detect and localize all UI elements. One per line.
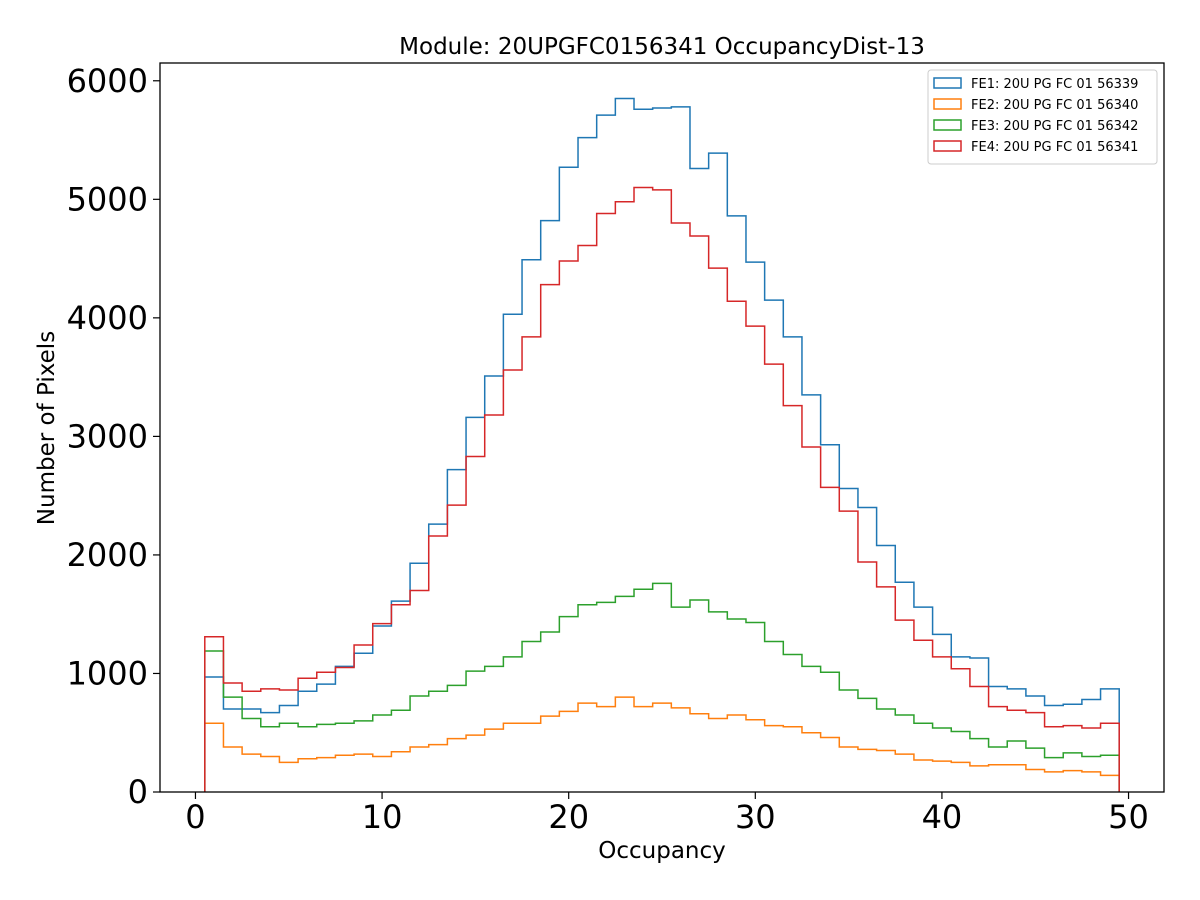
legend-box — [927, 69, 1158, 165]
series-line-fe4 — [204, 186, 1120, 792]
x-tick-label: 30 — [735, 798, 776, 836]
y-axis-label: Number of Pixels — [34, 331, 60, 525]
legend-label: FE1: 20U PG FC 01 56339 — [971, 77, 1138, 92]
y-axis: 0 1000 2000 3000 4000 5000 6000 — [67, 62, 160, 811]
y-tick-label: 3000 — [67, 417, 148, 455]
y-tick-label: 0 — [128, 773, 148, 811]
y-tick-label: 5000 — [67, 180, 148, 218]
plot-frame — [159, 62, 1165, 793]
legend: FE1: 20U PG FC 01 56339 FE2: 20U PG FC 01… — [927, 69, 1158, 165]
x-tick-label: 0 — [185, 798, 205, 836]
x-tick-label: 20 — [548, 798, 589, 836]
legend-swatch — [933, 140, 962, 152]
chart-title: Module: 20UPGFC0156341 OccupancyDist-13 — [399, 34, 925, 60]
x-axis-label: Occupancy — [598, 838, 726, 864]
legend-swatch — [933, 119, 962, 131]
y-tick-label: 1000 — [67, 654, 148, 692]
series-line-fe1 — [204, 97, 1120, 792]
legend-swatch — [933, 98, 962, 110]
series-line-fe3 — [204, 582, 1120, 792]
legend-label: FE2: 20U PG FC 01 56340 — [971, 98, 1138, 113]
legend-swatch — [933, 77, 962, 89]
x-tick-label: 50 — [1108, 798, 1149, 836]
x-axis: 0 10 20 30 40 50 — [185, 792, 1149, 836]
legend-label: FE3: 20U PG FC 01 56342 — [971, 119, 1138, 134]
y-tick-label: 2000 — [67, 536, 148, 574]
y-tick-label: 4000 — [67, 299, 148, 337]
x-tick-label: 40 — [922, 798, 963, 836]
legend-label: FE4: 20U PG FC 01 56341 — [971, 140, 1138, 155]
series-layer — [204, 97, 1120, 792]
y-tick-label: 6000 — [67, 62, 148, 100]
series-line-fe2 — [204, 696, 1120, 792]
x-tick-label: 10 — [362, 798, 403, 836]
